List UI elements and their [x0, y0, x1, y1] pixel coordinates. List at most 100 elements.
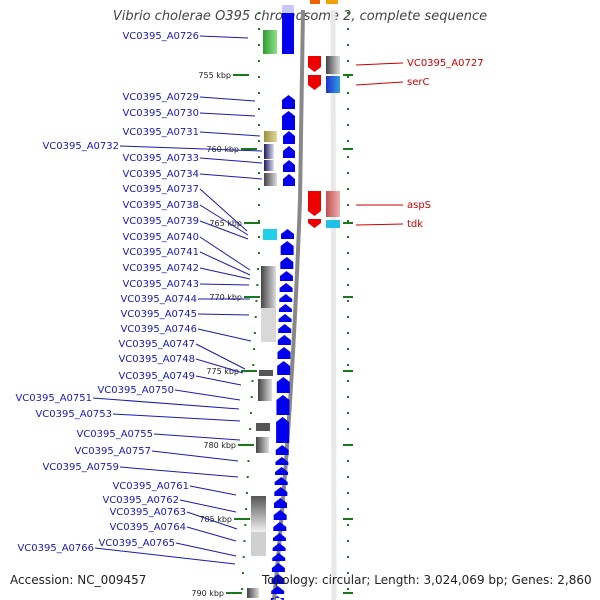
forward-gene — [281, 229, 294, 239]
forward-gene — [279, 294, 293, 302]
scale-dot — [258, 172, 260, 174]
forward-gene — [280, 241, 294, 255]
forward-gene — [279, 271, 293, 281]
right-scale-dot — [347, 236, 349, 238]
forward-gene — [277, 335, 291, 345]
gene-label-left: VC0395_A0747 — [118, 339, 195, 350]
forward-gene — [274, 477, 288, 485]
gene-label-left: VC0395_A0750 — [97, 385, 174, 396]
feature-box — [261, 266, 276, 308]
feature-box — [264, 173, 277, 186]
scale-dot — [258, 124, 260, 126]
gene-label-left: VC0395_A0749 — [118, 371, 195, 382]
scale-dot — [253, 348, 256, 350]
right-scale-dot — [347, 492, 349, 494]
right-scale-dot — [347, 476, 349, 478]
forward-gene — [283, 146, 295, 158]
scale-dot — [258, 140, 260, 142]
gene-label-left: VC0395_A0740 — [122, 232, 199, 243]
feature-box — [251, 532, 266, 556]
forward-gene — [272, 543, 286, 551]
forward-gene — [283, 174, 295, 186]
ruler-label: 775 kbp — [206, 367, 239, 376]
right-scale-dot — [347, 172, 349, 174]
gene-label-right: VC0395_A0727 — [407, 58, 484, 69]
forward-gene-faded — [282, 5, 294, 13]
summary-text: Topology: circular; Length: 3,024,069 bp… — [262, 573, 592, 587]
gene-label-left: VC0395_A0759 — [42, 462, 119, 473]
right-scale-dot — [347, 364, 349, 366]
feature-box — [326, 76, 340, 93]
leader-line — [355, 62, 404, 66]
scale-dot — [255, 300, 258, 302]
forward-gene — [282, 12, 294, 54]
right-scale-dot — [347, 396, 349, 398]
ruler-label: 785 kbp — [199, 515, 232, 524]
reverse-gene — [308, 56, 321, 72]
right-scale-dot — [347, 268, 349, 270]
gene-label-left: VC0395_A0731 — [122, 127, 199, 138]
scale-dot — [253, 332, 256, 334]
right-scale-dot — [347, 284, 349, 286]
gene-label-left: VC0395_A0762 — [102, 495, 179, 506]
scale-dot — [247, 460, 250, 462]
feature-box — [263, 229, 277, 240]
left-gene-labels: VC0395_A0726 VC0395_A0729 VC0395_A0730 VC03… — [15, 31, 263, 565]
leader-line — [195, 375, 242, 386]
right-scale-dot — [347, 556, 349, 558]
gene-label-right: aspS — [407, 200, 431, 211]
leader-line — [174, 389, 241, 401]
gene-label-left: VC0395_A0730 — [122, 108, 199, 119]
right-scale-dot — [347, 252, 349, 254]
forward-gene — [276, 395, 290, 415]
leader-line — [197, 313, 250, 316]
right-scale-dot — [347, 76, 349, 78]
gene-features — [247, 0, 340, 600]
forward-gene — [270, 596, 284, 600]
gene-label-left: VC0395_A0753 — [35, 409, 112, 420]
gene-label-left: VC0395_A0741 — [122, 247, 199, 258]
leader-line — [151, 450, 239, 462]
forward-gene — [283, 131, 295, 144]
reverse-gene — [308, 75, 321, 90]
gene-label-left: VC0395_A0755 — [76, 429, 153, 440]
reverse-gene — [326, 0, 338, 4]
forward-gene — [277, 361, 291, 375]
gene-label-left: VC0395_A0763 — [109, 507, 186, 518]
feature-box — [326, 191, 340, 217]
feature-box — [264, 131, 277, 142]
right-scale-dot — [347, 428, 349, 430]
scale-dot — [258, 28, 260, 30]
ruler-label: 765 kbp — [209, 219, 242, 228]
forward-gene — [278, 324, 292, 333]
right-scale-dot — [347, 44, 349, 46]
gene-label-left: VC0395_A0734 — [122, 169, 199, 180]
gene-label-left: VC0395_A0743 — [122, 279, 199, 290]
scale-dot — [249, 412, 252, 414]
right-scale-dot — [347, 460, 349, 462]
leader-line — [199, 35, 249, 39]
right-scale-dot — [347, 188, 349, 190]
leader-line — [189, 485, 237, 496]
gene-label-left: VC0395_A0765 — [98, 538, 175, 549]
feature-box — [326, 56, 340, 74]
accession-text: Accession: NC_009457 — [10, 573, 147, 587]
feature-box — [263, 30, 277, 54]
gene-label-left: VC0395_A0748 — [118, 354, 195, 365]
reverse-gene — [308, 219, 321, 228]
feature-box — [256, 423, 270, 431]
leader-line — [112, 413, 241, 422]
leader-line — [153, 433, 241, 441]
right-scale-dot — [347, 348, 349, 350]
gene-label-left: VC0395_A0757 — [74, 446, 151, 457]
forward-gene — [277, 347, 291, 359]
right-scale-dot — [347, 28, 349, 30]
scale-dot — [258, 108, 260, 110]
scale-dot — [246, 476, 249, 478]
forward-gene — [283, 160, 295, 172]
forward-gene — [275, 445, 289, 455]
leader-line — [199, 188, 248, 232]
scale-dot — [258, 156, 260, 158]
scale-dot — [258, 60, 260, 62]
right-scale-dot — [347, 316, 349, 318]
